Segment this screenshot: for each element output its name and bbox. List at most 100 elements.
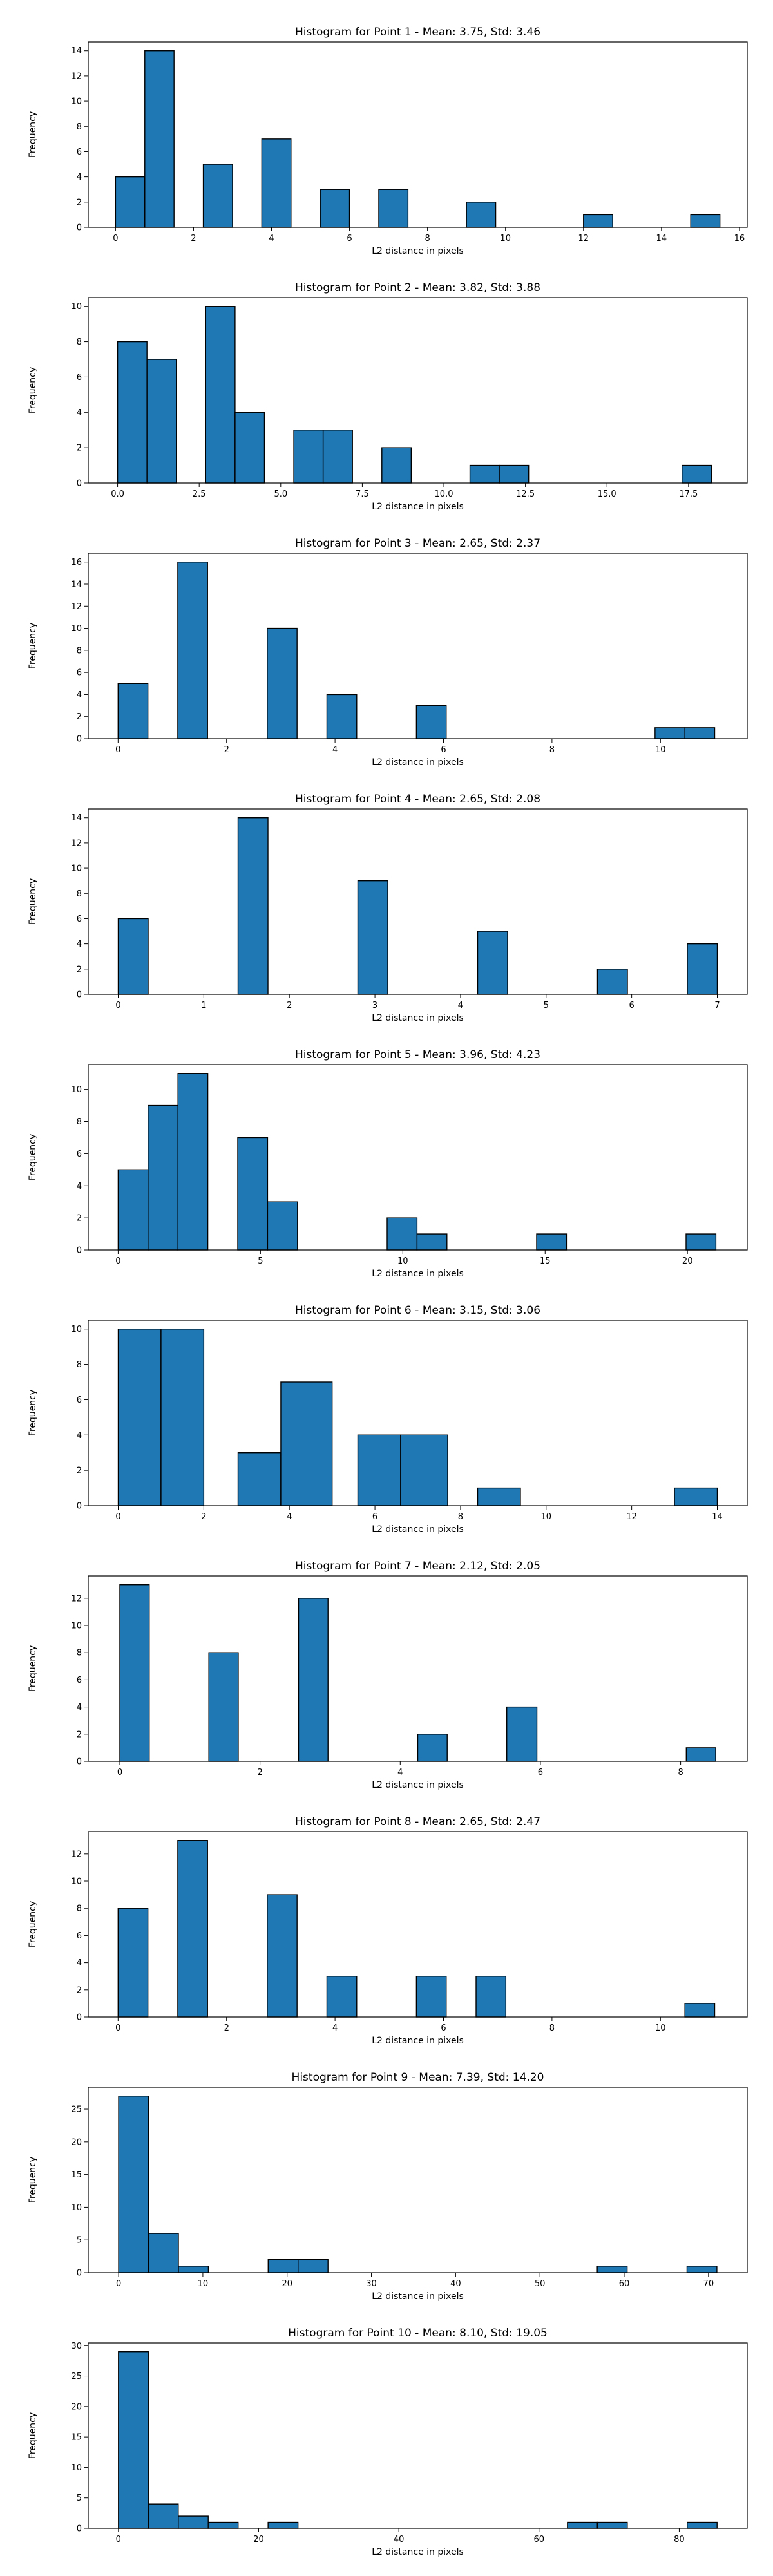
y-tick-label: 10 <box>71 1085 82 1095</box>
x-axis-label: L2 distance in pixels <box>372 1524 464 1535</box>
axes-frame <box>88 2342 748 2529</box>
histogram-bar <box>117 1169 149 1251</box>
x-tick-label: 2 <box>191 234 196 243</box>
histogram-bar <box>685 1747 716 1762</box>
histogram-panel: Histogram for Point 6 - Mean: 3.15, Std:… <box>28 1304 748 1535</box>
histogram-bar <box>378 189 409 228</box>
histogram-bar <box>477 931 508 995</box>
y-tick-label: 2 <box>77 712 82 722</box>
histogram-panel: Histogram for Point 1 - Mean: 3.75, Std:… <box>28 26 748 256</box>
x-axis-label: L2 distance in pixels <box>372 1780 464 1790</box>
x-tick-label: 10 <box>655 745 666 755</box>
x-tick-label: 10 <box>500 234 511 243</box>
x-tick-label: 14 <box>712 1512 723 1522</box>
x-tick-label: 60 <box>534 2535 545 2544</box>
histogram-bar <box>417 1734 448 1762</box>
y-tick-label: 0 <box>77 2524 82 2534</box>
histogram-bar <box>326 1976 358 2018</box>
y-tick-label: 10 <box>71 302 82 312</box>
histogram-bar <box>117 918 149 995</box>
histogram-bar <box>685 1233 717 1251</box>
x-tick-label: 0 <box>113 234 118 243</box>
y-tick-label: 8 <box>77 1649 82 1658</box>
histogram-bar <box>687 2521 718 2529</box>
histogram-bar <box>117 1329 162 1506</box>
y-tick-label: 2 <box>77 1466 82 1476</box>
y-tick-label: 4 <box>77 1703 82 1712</box>
histogram-bar <box>357 1434 401 1506</box>
y-axis-label: Frequency <box>28 1390 38 1436</box>
y-tick-label: 4 <box>77 1431 82 1441</box>
x-tick-label: 4 <box>458 1001 463 1010</box>
histogram-bar <box>596 2521 628 2529</box>
y-tick-label: 10 <box>71 1877 82 1887</box>
x-tick-label: 0 <box>115 1256 120 1266</box>
y-tick-label: 2 <box>77 965 82 974</box>
histogram-bar <box>466 202 497 228</box>
y-tick-label: 14 <box>71 46 82 56</box>
chart-title: Histogram for Point 3 - Mean: 2.65, Std:… <box>295 537 540 550</box>
histogram-bar <box>416 1233 448 1251</box>
x-tick-label: 15 <box>540 1256 551 1266</box>
y-axis-label: Frequency <box>28 1134 38 1180</box>
histogram-bar <box>237 1452 282 1506</box>
x-tick-label: 2 <box>287 1001 292 1010</box>
y-tick-label: 8 <box>77 1117 82 1127</box>
y-tick-label: 4 <box>77 690 82 700</box>
histogram-bar <box>415 705 447 739</box>
y-axis-label: Frequency <box>28 878 38 925</box>
histogram-bar <box>682 464 712 484</box>
axes-frame <box>88 1575 748 1762</box>
histogram-panel: Histogram for Point 10 - Mean: 8.10, Std… <box>28 2327 748 2557</box>
x-tick-label: 30 <box>366 2279 377 2289</box>
x-axis-label: L2 distance in pixels <box>372 1013 464 1023</box>
y-tick-label: 0 <box>77 1502 82 1511</box>
x-tick-label: 60 <box>619 2279 630 2289</box>
histogram-bar <box>267 2521 299 2529</box>
x-tick-label: 8 <box>549 745 555 755</box>
y-tick-label: 10 <box>71 624 82 634</box>
y-tick-label: 2 <box>77 1214 82 1224</box>
y-tick-label: 20 <box>71 2402 82 2412</box>
histogram-bar <box>469 464 500 484</box>
histogram-bar <box>674 1487 718 1506</box>
histogram-bar <box>146 359 177 484</box>
y-tick-label: 8 <box>77 1360 82 1370</box>
histogram-panel: Histogram for Point 7 - Mean: 2.12, Std:… <box>28 1560 748 1790</box>
y-tick-label: 12 <box>71 602 82 612</box>
x-tick-label: 1 <box>201 1001 206 1010</box>
y-tick-label: 10 <box>71 1622 82 1631</box>
y-tick-label: 10 <box>71 2463 82 2473</box>
x-axis-label: L2 distance in pixels <box>372 246 464 256</box>
y-tick-label: 25 <box>71 2372 82 2382</box>
histogram-bar <box>267 1894 298 2018</box>
y-tick-label: 0 <box>77 479 82 489</box>
histogram-panel: Histogram for Point 4 - Mean: 2.65, Std:… <box>28 793 748 1023</box>
x-tick-label: 70 <box>703 2279 714 2289</box>
x-tick-label: 0 <box>115 1512 120 1522</box>
x-tick-label: 10 <box>655 2023 666 2033</box>
x-tick-label: 0 <box>115 745 120 755</box>
y-tick-label: 2 <box>77 198 82 207</box>
x-tick-label: 0 <box>117 1768 122 1777</box>
x-tick-label: 20 <box>253 2535 264 2544</box>
x-tick-label: 5 <box>544 1001 549 1010</box>
histogram-bar <box>202 164 233 228</box>
chart-title: Histogram for Point 4 - Mean: 2.65, Std:… <box>295 793 540 806</box>
x-tick-label: 6 <box>372 1512 377 1522</box>
y-tick-label: 4 <box>77 173 82 182</box>
histogram-bar <box>177 1840 208 2018</box>
y-tick-label: 4 <box>77 408 82 418</box>
x-tick-label: 17.5 <box>679 489 698 499</box>
histogram-bar <box>536 1233 568 1251</box>
histogram-bar <box>567 2521 598 2529</box>
x-tick-label: 6 <box>441 2023 446 2033</box>
histogram-bar <box>118 2096 149 2273</box>
histogram-bar <box>117 683 149 739</box>
histogram-panel: Histogram for Point 9 - Mean: 7.39, Std:… <box>28 2071 748 2302</box>
histogram-panel: Histogram for Point 2 - Mean: 3.82, Std:… <box>28 281 748 512</box>
histogram-bar <box>654 727 685 739</box>
x-tick-label: 10 <box>397 1256 408 1266</box>
x-tick-label: 0 <box>116 2279 121 2289</box>
histogram-bar <box>583 214 613 228</box>
